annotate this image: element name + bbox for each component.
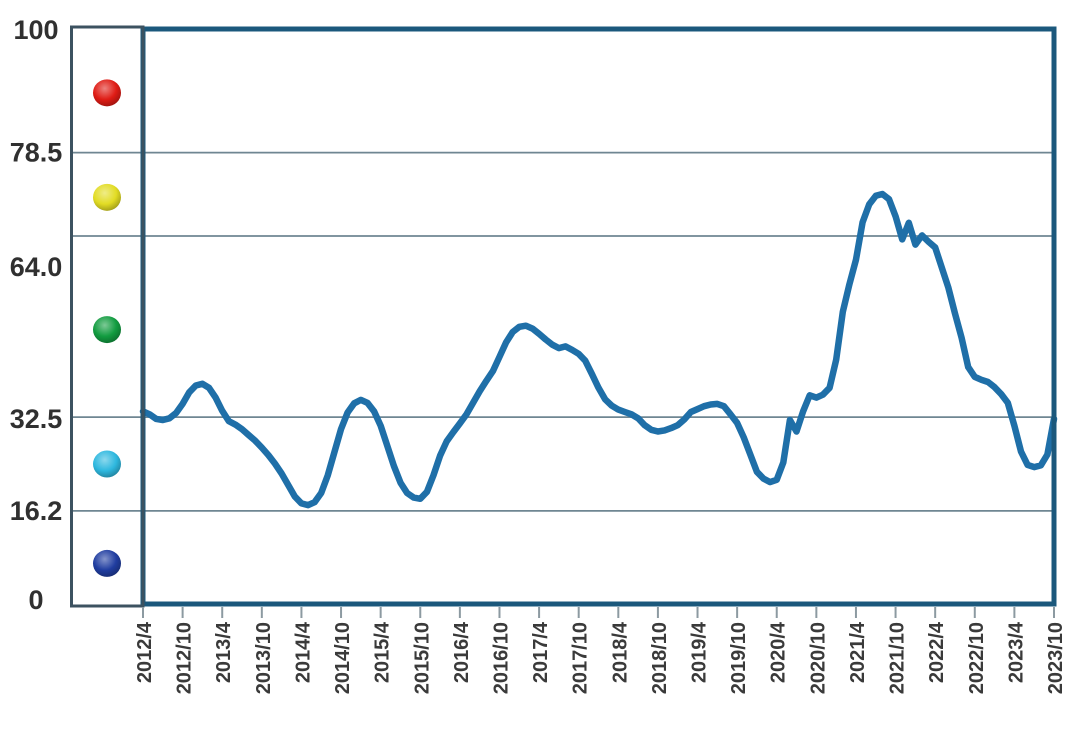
x-tick-label: 2018/4 bbox=[609, 621, 631, 683]
x-tick-label: 2017/10 bbox=[570, 622, 592, 694]
gridlines-layer bbox=[71, 151, 1054, 512]
x-tick-label: 2013/4 bbox=[213, 621, 235, 683]
normal-zone-dot bbox=[93, 316, 121, 344]
hot-zone-dot bbox=[93, 183, 121, 211]
x-tick-label: 2023/4 bbox=[1005, 621, 1027, 683]
y-axis-label: 0 bbox=[28, 585, 43, 615]
y-axis-label: 32.5 bbox=[10, 404, 63, 434]
zone-strip-frame bbox=[70, 25, 145, 608]
zone-dots-layer bbox=[93, 79, 121, 577]
x-tick-label: 2013/10 bbox=[253, 622, 275, 694]
x-tick-label: 2021/10 bbox=[887, 622, 909, 694]
x-tick-label: 2012/10 bbox=[174, 622, 196, 694]
overheat-zone-dot bbox=[93, 79, 121, 107]
x-tick-label: 2018/10 bbox=[649, 622, 671, 694]
x-tick-label: 2014/4 bbox=[292, 621, 314, 683]
plot-frame bbox=[140, 26, 1057, 607]
x-tick-label: 2016/4 bbox=[451, 621, 473, 683]
cold-zone-dot bbox=[93, 549, 121, 577]
x-tick-label: 2021/4 bbox=[847, 621, 869, 683]
x-ticks-layer bbox=[142, 607, 1055, 618]
y-axis-label: 64.0 bbox=[10, 252, 63, 282]
x-tick-label: 2016/10 bbox=[490, 622, 512, 694]
x-labels-layer: 2012/4 2012/10 2013/4 2013/10 2014/4 2014/10 2… bbox=[134, 621, 1067, 694]
y-axis-label: 16.2 bbox=[10, 496, 63, 526]
x-tick-label: 2017/4 bbox=[530, 621, 552, 683]
y-labels-layer: 100 78.5 64.0 32.5 16.2 0 bbox=[10, 15, 63, 615]
x-tick-label: 2019/4 bbox=[689, 621, 711, 683]
series-layer bbox=[139, 190, 1058, 509]
x-tick-label: 2022/10 bbox=[966, 622, 988, 694]
x-tick-label: 2023/10 bbox=[1045, 622, 1067, 694]
x-tick-label: 2015/10 bbox=[411, 622, 433, 694]
x-tick-label: 2020/10 bbox=[807, 622, 829, 694]
frame-layer bbox=[70, 25, 1057, 608]
x-tick-label: 2019/10 bbox=[728, 622, 750, 694]
y-axis-label: 78.5 bbox=[10, 138, 63, 168]
heat-index-line bbox=[139, 190, 1058, 509]
x-tick-label: 2014/10 bbox=[332, 622, 354, 694]
x-tick-label: 2012/4 bbox=[134, 621, 156, 683]
cool-zone-dot bbox=[93, 450, 121, 478]
y-axis-label: 100 bbox=[13, 15, 58, 45]
x-tick-label: 2020/4 bbox=[768, 621, 790, 683]
x-tick-label: 2015/4 bbox=[372, 621, 394, 683]
x-tick-label: 2022/4 bbox=[926, 621, 948, 683]
